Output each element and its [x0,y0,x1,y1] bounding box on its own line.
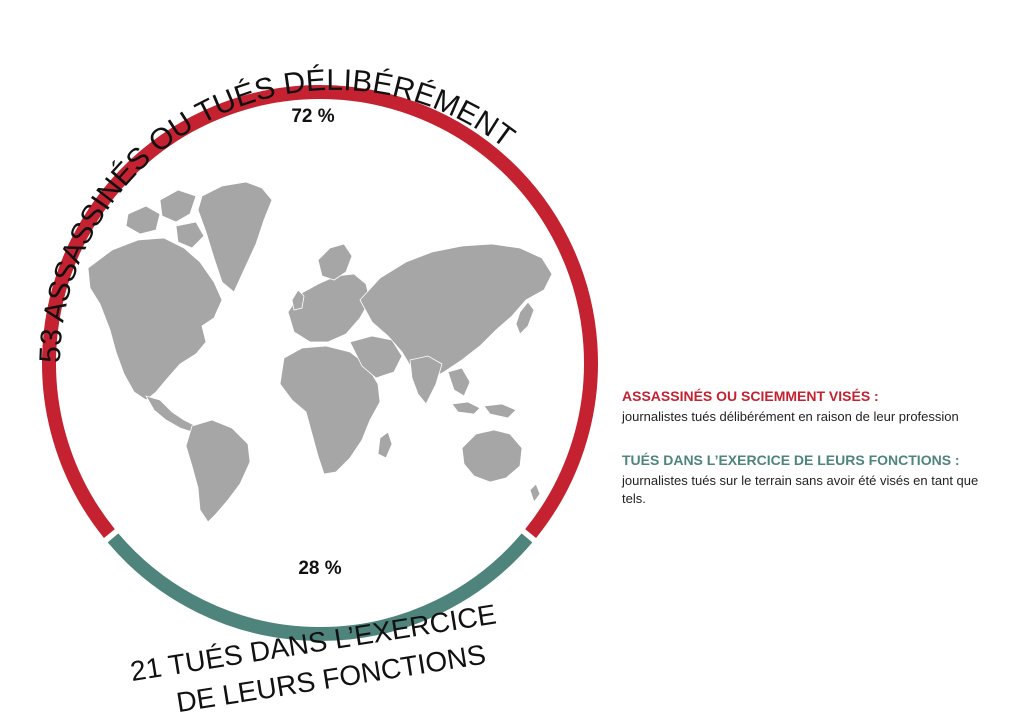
donut-slice-tues-exercice [107,533,533,641]
legend-title-assassines: ASSASSINÉS OU SCIEMMENT VISÉS : [622,388,879,404]
donut-slice-assassines [42,85,598,538]
world-map-icon [87,181,553,523]
slice-percent-assassines: 72 % [291,106,334,127]
legend-title-tues-exercice: TUÉS DANS L’EXERCICE DE LEURS FONCTIONS … [622,452,960,468]
donut-ring [42,85,598,641]
legend-desc-tues-exercice: journalistes tués sur le terrain sans av… [622,473,979,506]
slice-percent-tues-exercice: 28 % [298,558,341,579]
legend-item-assassines: ASSASSINÉS OU SCIEMMENT VISÉS : journali… [622,388,1012,426]
legend-desc-assassines: journalistes tués délibérément en raison… [622,409,959,424]
legend-item-tues-exercice: TUÉS DANS L’EXERCICE DE LEURS FONCTIONS … [622,452,982,508]
